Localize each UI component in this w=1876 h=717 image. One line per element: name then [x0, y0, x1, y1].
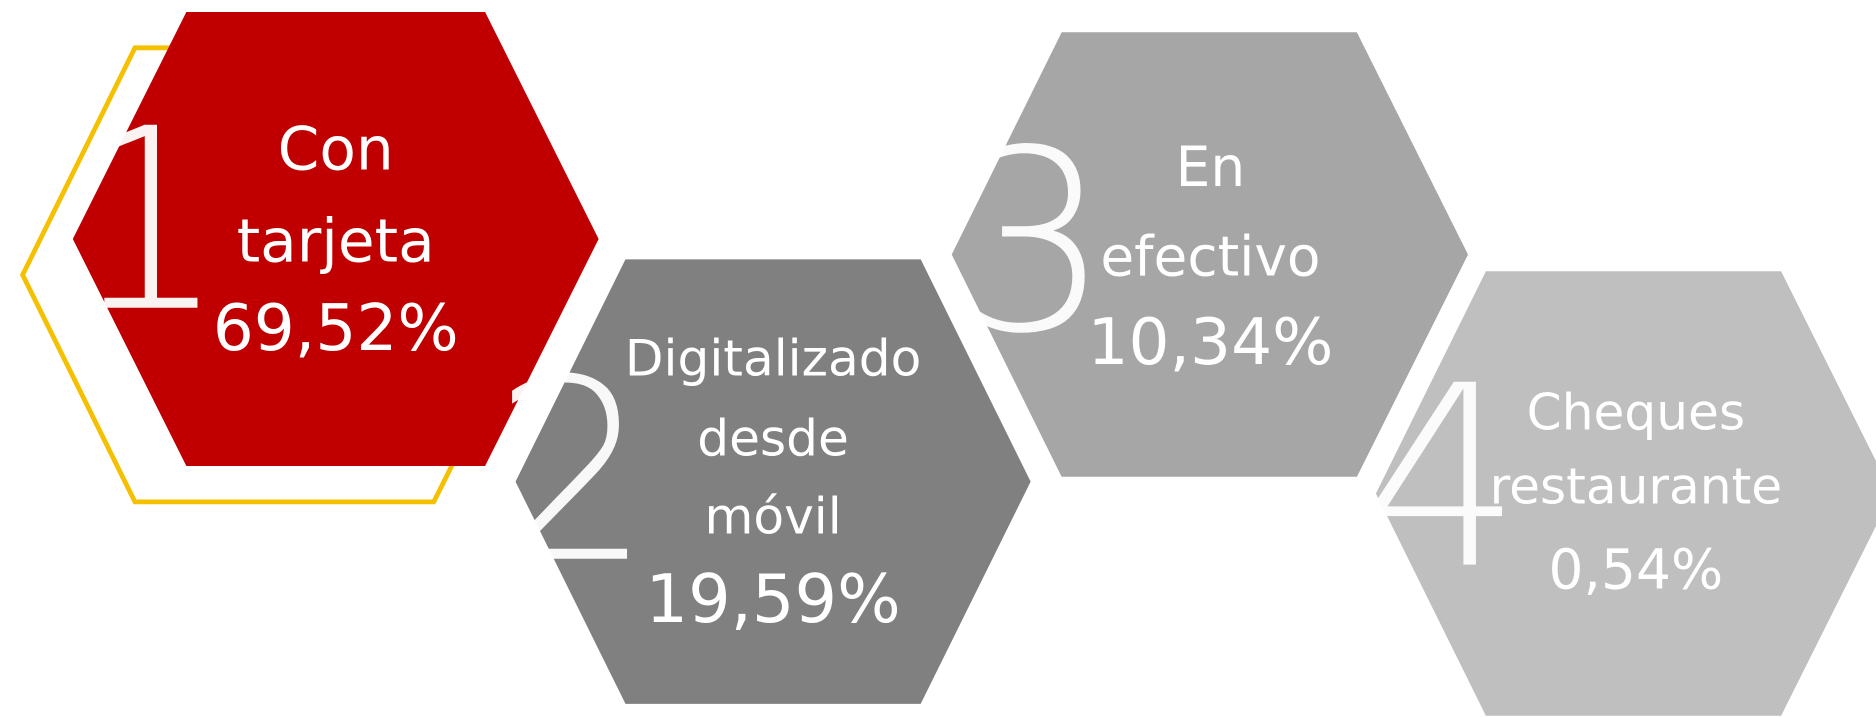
hexagon-3	[941, 22, 1479, 487]
item-label: Con	[278, 116, 394, 185]
item-label: Digitalizado	[625, 329, 921, 388]
item-label: efectivo	[1100, 225, 1320, 289]
hexagon-2	[504, 249, 1042, 714]
hexagon-1	[72, 11, 599, 467]
rank-number: 3	[951, 97, 1111, 389]
item-label: En	[1176, 135, 1246, 199]
item-value: 10,34%	[1087, 305, 1333, 380]
rank-number: 4	[1362, 333, 1522, 625]
item-label: restaurante	[1490, 456, 1783, 515]
item-value: 0,54%	[1549, 538, 1724, 602]
item-label: Cheques	[1527, 382, 1745, 441]
hexagon-4	[1365, 261, 1876, 717]
rank-number: 2	[493, 327, 653, 619]
item-value: 69,52%	[213, 291, 459, 366]
item-label: móvil	[704, 486, 841, 545]
item-value: 19,59%	[646, 560, 901, 638]
item-label: tarjeta	[237, 208, 435, 277]
rank-number: 1	[67, 76, 227, 368]
item-label: desde	[697, 409, 849, 468]
